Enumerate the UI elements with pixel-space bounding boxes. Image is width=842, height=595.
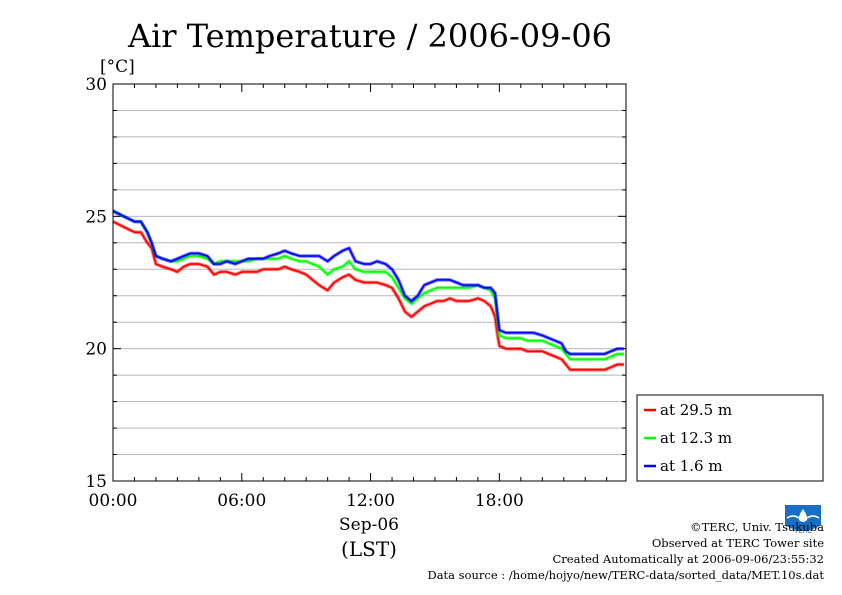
legend-label: at 1.6 m — [660, 457, 723, 475]
footer-site: Observed at TERC Tower site — [651, 536, 824, 550]
y-tick-labels: 15 20 25 30 — [85, 75, 107, 492]
terc-logo-drop — [798, 509, 808, 522]
legend-box — [636, 394, 824, 482]
x-tick-labels: 00:00 06:00 12:00 18:00 — [89, 491, 524, 511]
x-tick-label: 12:00 — [346, 491, 395, 511]
series-line-2 — [112, 210, 624, 355]
x-axis-lst-label: (LST) — [341, 537, 397, 561]
footer-created: Created Automatically at 2006-09-06/23:5… — [552, 552, 825, 566]
y-tick-label: 25 — [85, 207, 107, 227]
legend: at 29.5 m at 12.3 m at 1.6 m — [636, 394, 824, 482]
terc-logo-text: TERC — [793, 527, 812, 535]
footer-copyright: ©TERC, Univ. Tsukuba — [690, 520, 824, 534]
footer-source: Data source : /home/hojyo/new/TERC-data/… — [427, 568, 824, 582]
legend-label: at 29.5 m — [660, 401, 732, 419]
legend-label: at 12.3 m — [660, 429, 732, 447]
x-tick-label: 06:00 — [217, 491, 266, 511]
x-tick-label: 00:00 — [89, 491, 138, 511]
x-tick-label: 18:00 — [475, 491, 524, 511]
y-tick-label: 20 — [85, 340, 107, 360]
grid-lines — [113, 109, 626, 456]
terc-logo-wave-right — [806, 515, 820, 519]
y-tick-label: 30 — [85, 75, 107, 95]
footer-credits: ©TERC, Univ. Tsukuba Observed at TERC To… — [427, 519, 824, 583]
chart-title: Air Temperature / 2006-09-06 — [127, 17, 612, 55]
series-lines — [112, 209, 624, 372]
terc-logo-wave-left — [786, 515, 800, 519]
y-axis-label: [°C] — [100, 57, 135, 77]
y-tick-label: 15 — [85, 472, 107, 492]
series-line-1 — [112, 210, 624, 361]
plot-frame — [112, 83, 627, 482]
x-axis-date-label: Sep-06 — [339, 515, 399, 535]
series-line-0 — [112, 220, 624, 371]
terc-logo: TERC — [785, 505, 821, 535]
